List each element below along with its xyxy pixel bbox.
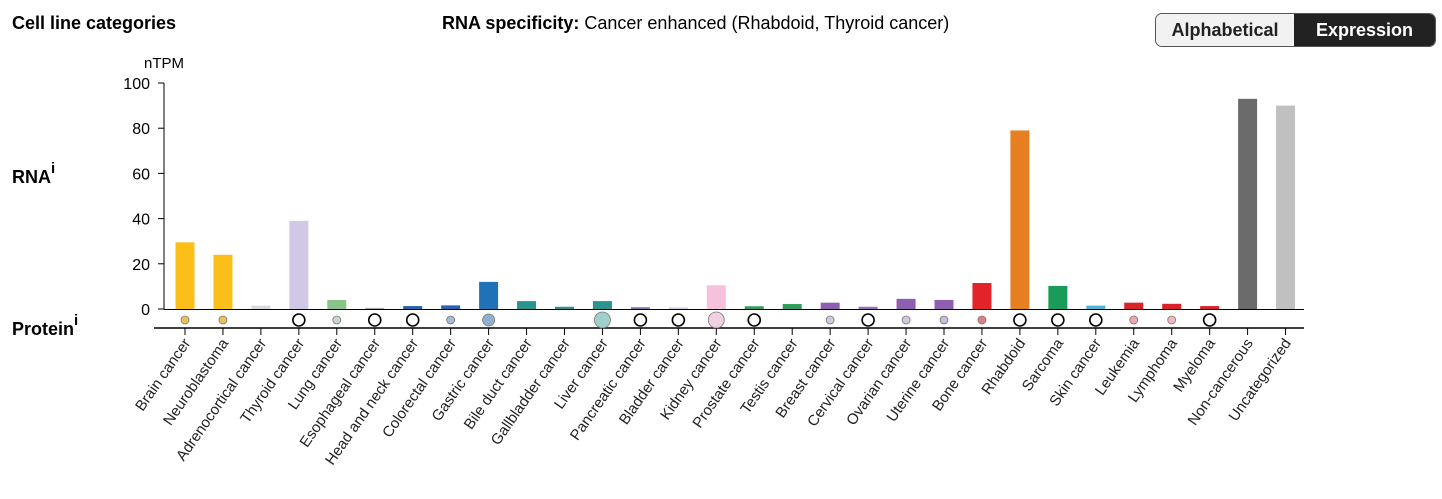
sort-toggle: Alphabetical Expression: [1155, 13, 1436, 47]
protein-marker[interactable]: [218, 315, 228, 325]
bar[interactable]: [744, 306, 764, 309]
rna-row-label: RNAi: [12, 160, 56, 188]
protein-marker[interactable]: [901, 315, 911, 325]
bar[interactable]: [668, 307, 688, 309]
protein-marker[interactable]: [861, 313, 875, 327]
rna-info-icon[interactable]: i: [51, 160, 56, 177]
rna-label-text: RNA: [12, 167, 51, 187]
protein-marker[interactable]: [1202, 313, 1217, 327]
y-axis-label: nTPM: [144, 55, 184, 72]
bar[interactable]: [972, 283, 992, 309]
protein-marker[interactable]: [671, 313, 686, 327]
specificity-value: Cancer enhanced (Rhabdoid, Thyroid cance…: [584, 13, 950, 33]
rna-specificity: RNA specificity: Cancer enhanced (Rhabdo…: [442, 13, 949, 34]
protein-row-label: Proteini: [12, 312, 79, 340]
page-title: Cell line categories: [12, 13, 177, 33]
bar[interactable]: [175, 242, 195, 309]
bar[interactable]: [517, 301, 537, 309]
protein-marker[interactable]: [747, 313, 762, 327]
protein-marker[interactable]: [977, 315, 987, 325]
bar[interactable]: [251, 305, 271, 309]
bar[interactable]: [479, 281, 499, 309]
bar[interactable]: [934, 299, 954, 309]
protein-marker[interactable]: [292, 313, 306, 327]
bar[interactable]: [1010, 130, 1030, 309]
protein-marker[interactable]: [367, 313, 382, 327]
y-tick-label: 80: [132, 121, 150, 138]
protein-label-text: Protein: [12, 319, 75, 339]
bar[interactable]: [1162, 303, 1182, 309]
bar[interactable]: [1200, 306, 1220, 309]
bar[interactable]: [327, 299, 347, 309]
protein-marker[interactable]: [1167, 315, 1177, 325]
specificity-label: RNA specificity:: [442, 13, 580, 33]
protein-marker[interactable]: [446, 315, 456, 325]
protein-marker[interactable]: [1051, 313, 1065, 327]
x-tick-label: Bile duct cancer: [461, 336, 536, 433]
bar[interactable]: [1048, 285, 1068, 309]
bar[interactable]: [1238, 98, 1258, 309]
bar[interactable]: [782, 304, 802, 309]
protein-marker[interactable]: [405, 313, 420, 327]
bar[interactable]: [289, 220, 309, 309]
bar[interactable]: [630, 307, 650, 309]
bar[interactable]: [403, 306, 423, 309]
y-tick-label: 20: [132, 257, 150, 274]
protein-marker[interactable]: [482, 313, 496, 327]
bar[interactable]: [1276, 105, 1296, 309]
bar[interactable]: [213, 254, 233, 309]
bar[interactable]: [858, 306, 878, 309]
protein-info-icon[interactable]: i: [74, 312, 79, 329]
protein-marker[interactable]: [1089, 313, 1103, 327]
bar[interactable]: [592, 301, 612, 309]
bar[interactable]: [365, 307, 385, 309]
protein-marker[interactable]: [633, 313, 648, 327]
sort-alphabetical-button[interactable]: Alphabetical: [1156, 14, 1294, 46]
y-tick-label: 60: [132, 166, 150, 183]
bar[interactable]: [555, 306, 574, 309]
bar[interactable]: [1124, 302, 1144, 309]
protein-marker[interactable]: [594, 311, 611, 329]
protein-marker[interactable]: [180, 315, 190, 325]
y-tick-label: 0: [141, 302, 150, 319]
y-tick-label: 100: [123, 76, 150, 93]
sort-expression-button[interactable]: Expression: [1294, 14, 1435, 46]
protein-marker[interactable]: [939, 315, 949, 325]
y-tick-label: 40: [132, 212, 150, 229]
bar[interactable]: [1086, 305, 1106, 309]
protein-marker[interactable]: [707, 311, 725, 329]
bar[interactable]: [820, 302, 840, 309]
bar[interactable]: [706, 285, 726, 309]
bar[interactable]: [896, 298, 916, 309]
protein-marker[interactable]: [825, 315, 835, 325]
protein-marker[interactable]: [1013, 313, 1027, 327]
protein-marker[interactable]: [1129, 315, 1139, 325]
bar[interactable]: [441, 305, 461, 309]
protein-marker[interactable]: [332, 315, 342, 325]
